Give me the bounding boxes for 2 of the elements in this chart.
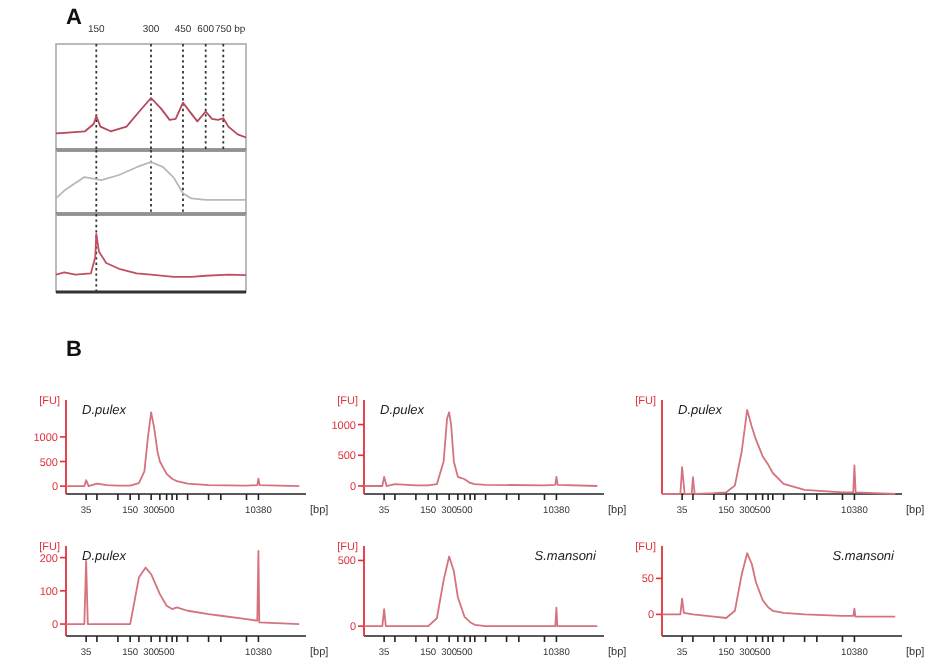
- chart-title: A: [66, 6, 82, 30]
- chart-title: B: [66, 338, 82, 362]
